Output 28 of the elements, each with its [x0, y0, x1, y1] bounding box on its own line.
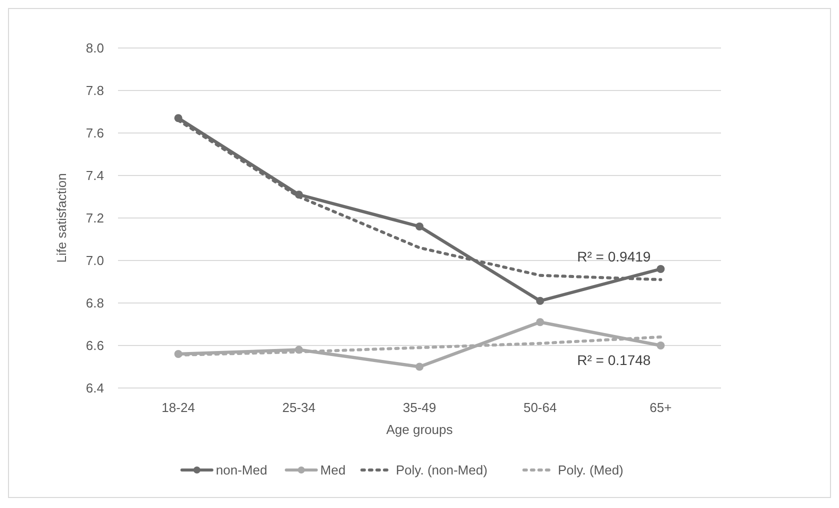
y-axis-title: Life satisfaction	[54, 173, 69, 263]
x-tick-label: 50-64	[523, 400, 557, 415]
legend-label: Poly. (non-Med)	[396, 462, 488, 478]
point	[536, 296, 544, 305]
legend-label: non-Med	[216, 462, 268, 478]
x-axis-title: Age groups	[386, 422, 454, 437]
y-tick-label: 8.0	[86, 40, 104, 56]
y-tick-label: 7.0	[86, 253, 104, 268]
annotation: R² = 0.1748	[577, 352, 651, 368]
annotation: R² = 0.9419	[577, 248, 651, 265]
legend-label: Poly. (Med)	[558, 462, 624, 478]
point	[656, 265, 665, 273]
y-tick-label: 6.8	[86, 296, 104, 311]
y-tick-label: 7.6	[86, 126, 104, 141]
y-tick-label: 6.4	[86, 380, 104, 396]
y-tick-label: 7.2	[86, 210, 104, 226]
point	[536, 318, 544, 326]
point	[416, 222, 424, 230]
x-tick-label: 18-24	[162, 400, 195, 415]
y-tick-label: 7.4	[86, 168, 104, 184]
x-tick-label: 35-49	[402, 400, 436, 415]
point	[656, 342, 665, 350]
x-tick-label: 25-34	[282, 400, 316, 415]
legend-label: Med	[320, 462, 346, 478]
y-tick-label: 6.6	[86, 338, 104, 354]
x-tick-label: 65+	[650, 400, 672, 415]
y-tick-label: 7.8	[86, 83, 104, 98]
point	[416, 362, 424, 371]
